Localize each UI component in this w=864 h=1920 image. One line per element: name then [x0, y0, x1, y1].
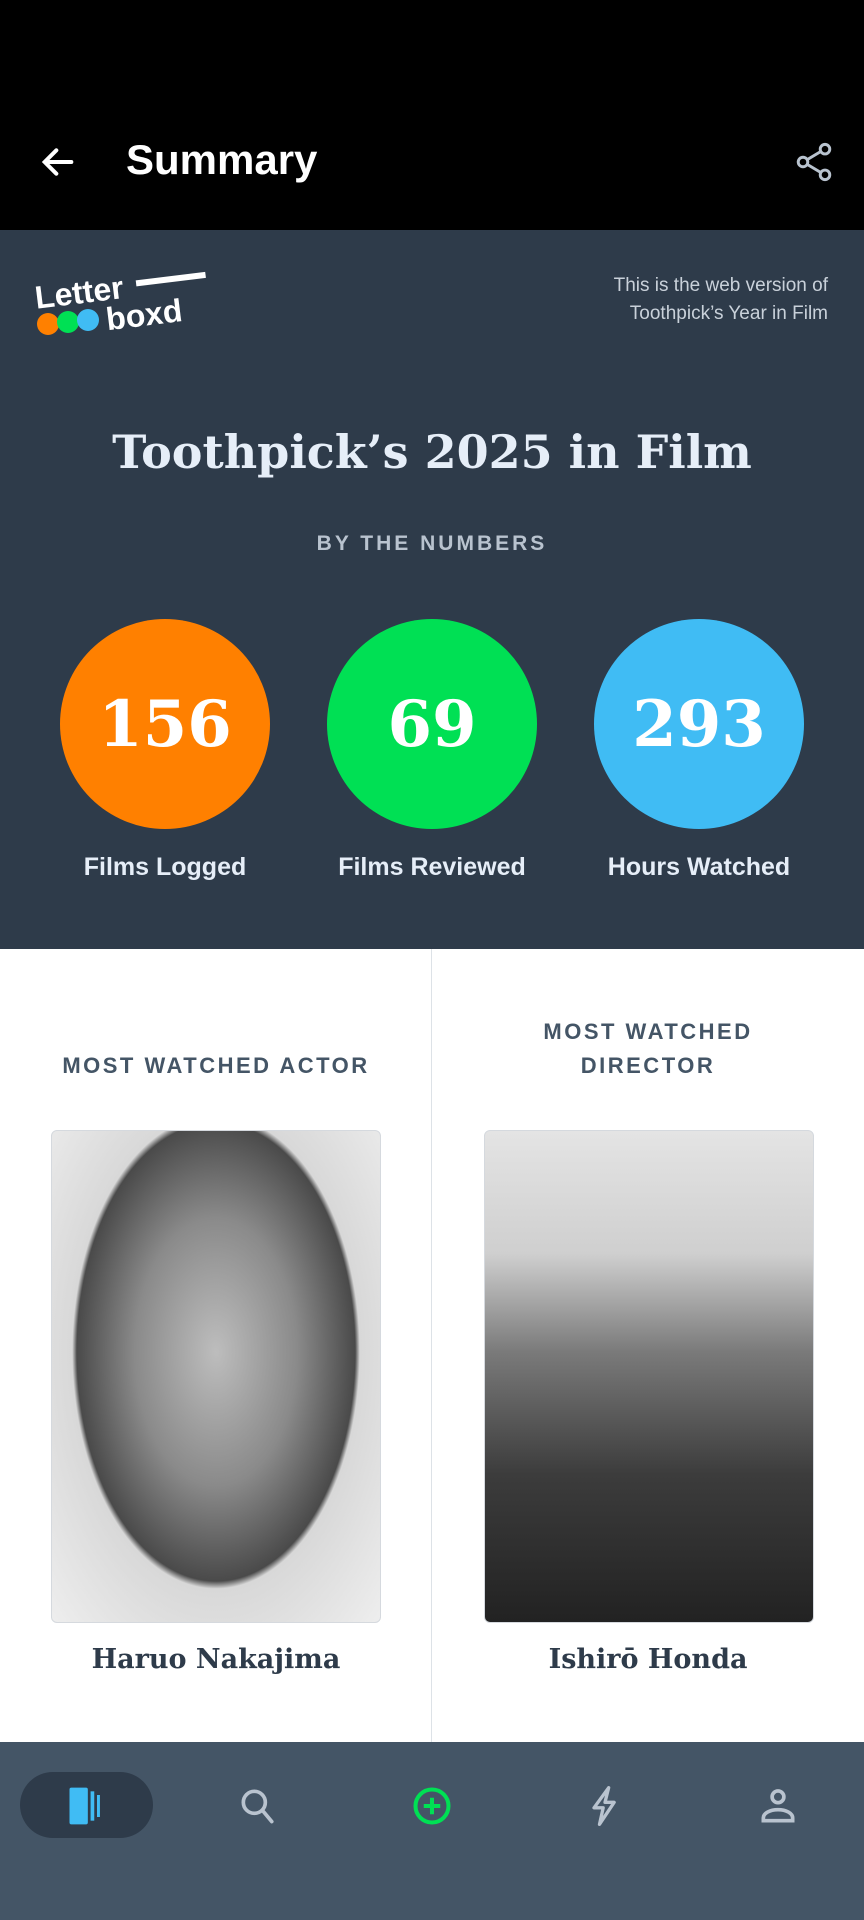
- arrow-left-icon[interactable]: [38, 142, 78, 182]
- most-watched-director[interactable]: MOST WATCHED DIRECTOR Ishirō Honda: [432, 949, 864, 1742]
- section-heading: MOST WATCHED ACTOR: [62, 1053, 370, 1078]
- director-name[interactable]: Ishirō Honda: [548, 1644, 748, 1675]
- most-watched-section: MOST WATCHED ACTOR Haruo Nakajima MOST W…: [0, 949, 864, 1742]
- divider: [431, 949, 432, 1742]
- heading-line: DIRECTOR: [580, 1053, 716, 1078]
- app-bar: Summary: [0, 0, 864, 230]
- films-icon[interactable]: [64, 1784, 108, 1828]
- letterboxd-logo: Letter boxd: [34, 269, 206, 337]
- section-label: BY THE NUMBERS: [316, 532, 548, 555]
- year-summary-banner: Letter boxd This is the web version of T…: [0, 230, 864, 949]
- actor-photo[interactable]: [51, 1130, 381, 1623]
- stat-label: Hours Watched: [607, 853, 791, 881]
- activity-icon[interactable]: [583, 1784, 627, 1828]
- stat-label: Films Logged: [83, 853, 247, 881]
- note-line: Toothpick’s Year in Film: [629, 303, 828, 324]
- share-icon[interactable]: [792, 140, 836, 184]
- search-icon[interactable]: [236, 1784, 280, 1828]
- stat-label: Films Reviewed: [338, 853, 526, 881]
- stat-hours-watched: 293 Hours Watched: [594, 619, 804, 882]
- add-icon[interactable]: [410, 1784, 454, 1828]
- stat-films-reviewed: 69 Films Reviewed: [327, 619, 537, 882]
- director-photo[interactable]: [484, 1130, 814, 1623]
- year-title: Toothpick’s 2025 in Film: [112, 425, 752, 479]
- profile-icon[interactable]: [756, 1784, 800, 1828]
- note-line: This is the web version of: [613, 275, 828, 296]
- stat-value: 293: [594, 619, 804, 829]
- stat-value: 69: [327, 619, 537, 829]
- section-heading: MOST WATCHED DIRECTOR: [432, 1015, 864, 1083]
- page-title: Summary: [126, 136, 318, 183]
- stat-films-logged: 156 Films Logged: [60, 619, 270, 882]
- most-watched-actor[interactable]: MOST WATCHED ACTOR Haruo Nakajima: [0, 949, 432, 1742]
- stat-value: 156: [60, 619, 270, 829]
- heading-line: MOST WATCHED: [543, 1019, 753, 1044]
- bottom-nav: [0, 1742, 864, 1920]
- actor-name[interactable]: Haruo Nakajima: [91, 1644, 341, 1675]
- web-version-note: This is the web version of Toothpick’s Y…: [614, 272, 828, 328]
